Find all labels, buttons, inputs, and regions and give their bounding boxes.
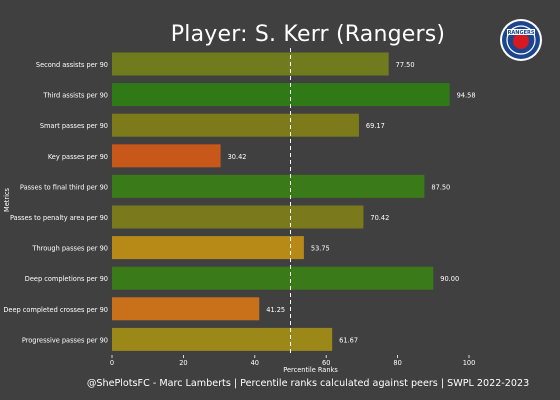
x-tick-label-0: 0 (110, 359, 114, 367)
value-label-through-passes-per-90: 53.75 (311, 245, 330, 253)
category-label-third-assists-per-90: Third assists per 90 (42, 92, 108, 100)
crest-wordmark: RANGERS (508, 30, 535, 36)
bar-key-passes-per-90 (112, 144, 221, 168)
value-label-progressive-passes-per-90: 61.67 (339, 336, 358, 344)
category-label-key-passes-per-90: Key passes per 90 (48, 153, 108, 161)
x-tick-label-80: 80 (393, 359, 401, 367)
value-label-second-assists-per-90: 77.50 (396, 61, 415, 69)
crest-banner (507, 29, 535, 35)
value-label-deep-completed-crosses-per-90: 41.25 (266, 306, 285, 314)
bar-passes-to-final-third-per-90 (112, 174, 425, 198)
category-label-deep-completions-per-90: Deep completions per 90 (25, 275, 108, 283)
value-label-passes-to-penalty-area-per-90: 70.42 (370, 214, 389, 222)
bar-second-assists-per-90 (112, 52, 389, 76)
x-tick-label-40: 40 (251, 359, 259, 367)
category-label-passes-to-final-third-per-90: Passes to final third per 90 (20, 183, 108, 191)
value-label-deep-completions-per-90: 90.00 (440, 275, 459, 283)
category-label-second-assists-per-90: Second assists per 90 (36, 61, 108, 69)
club-crest-logo: RANGERS (500, 19, 542, 61)
value-label-third-assists-per-90: 94.58 (457, 92, 476, 100)
bar-through-passes-per-90 (112, 236, 304, 260)
chart-footer-credit: @ShePlotsFC - Marc Lamberts | Percentile… (86, 378, 530, 389)
bar-deep-completed-crosses-per-90 (112, 297, 260, 321)
x-tick-label-100: 100 (463, 359, 476, 367)
labels-layer: Second assists per 90 77.50 Third assists … (3, 61, 475, 344)
bar-deep-completions-per-90 (112, 266, 434, 290)
bar-progressive-passes-per-90 (112, 327, 333, 351)
category-label-through-passes-per-90: Through passes per 90 (31, 245, 108, 253)
crest-white-ring (506, 25, 536, 55)
x-axis-title: Percentile Ranks (283, 366, 338, 374)
category-label-passes-to-penalty-area-per-90: Passes to penalty area per 90 (10, 214, 108, 222)
bar-smart-passes-per-90 (112, 113, 359, 137)
axis-layer: 0 20 40 60 80 100 Percentile Ranks Metrics (3, 48, 475, 374)
bars-layer (112, 52, 450, 351)
category-label-deep-completed-crosses-per-90: Deep completed crosses per 90 (3, 306, 108, 314)
bar-third-assists-per-90 (112, 83, 450, 107)
x-tick-label-60: 60 (322, 359, 330, 367)
x-tick-label-20: 20 (179, 359, 187, 367)
value-label-smart-passes-per-90: 69.17 (366, 122, 385, 130)
value-label-passes-to-final-third-per-90: 87.50 (431, 183, 450, 191)
chart-title: Player: S. Kerr (Rangers) (170, 22, 446, 47)
value-label-key-passes-per-90: 30.42 (228, 153, 247, 161)
category-label-smart-passes-per-90: Smart passes per 90 (40, 122, 108, 130)
crest-red-core (513, 33, 529, 49)
y-axis-title: Metrics (3, 187, 11, 211)
bar-passes-to-penalty-area-per-90 (112, 205, 364, 229)
category-label-progressive-passes-per-90: Progressive passes per 90 (22, 336, 108, 344)
